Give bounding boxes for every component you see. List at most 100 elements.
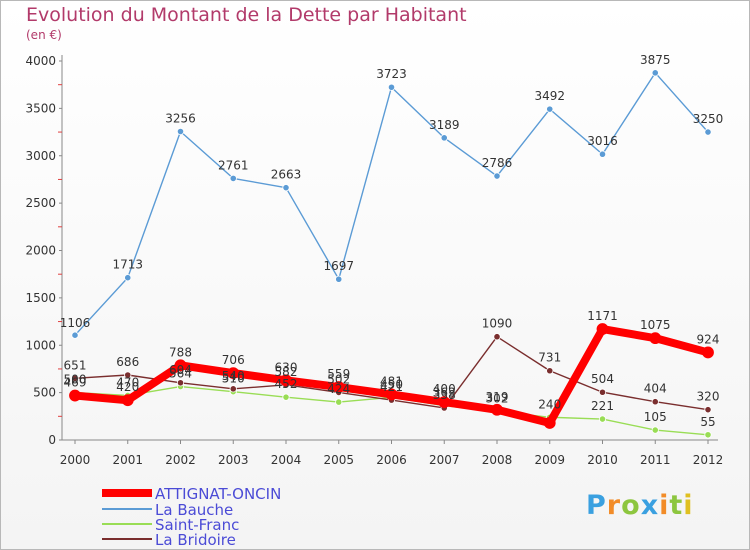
data-label: 500: [64, 373, 87, 387]
data-point: [385, 388, 398, 401]
data-label: 924: [697, 332, 720, 346]
data-label: 302: [486, 391, 509, 405]
data-label: 452: [275, 377, 298, 391]
data-label: 221: [591, 399, 614, 413]
x-tick-label: 2010: [587, 453, 618, 467]
data-label: 362: [433, 386, 456, 400]
data-point: [651, 426, 659, 434]
data-label: 470: [116, 375, 139, 389]
data-point: [440, 134, 448, 142]
data-label: 504: [591, 372, 614, 386]
data-label: 338: [433, 388, 456, 402]
data-point: [546, 105, 554, 113]
data-point: [598, 388, 607, 396]
x-tick-label: 2012: [693, 453, 724, 467]
data-point: [493, 333, 501, 341]
legend-swatch: [102, 508, 152, 510]
data-label: 582: [275, 365, 298, 379]
y-tick-label: 0: [48, 433, 56, 447]
data-label: 3250: [693, 112, 724, 126]
data-label: 424: [327, 382, 350, 396]
data-point: [596, 323, 609, 335]
data-point: [438, 396, 451, 409]
legend-swatch: [102, 523, 152, 525]
y-tick-label: 1500: [25, 291, 56, 305]
data-point: [282, 393, 290, 401]
data-label: 1106: [60, 316, 91, 330]
y-tick-label: 2000: [25, 244, 56, 258]
x-tick-label: 2002: [165, 453, 196, 467]
data-point: [227, 367, 240, 380]
data-point: [69, 389, 81, 402]
data-point: [491, 403, 503, 416]
data-point: [280, 374, 292, 387]
legend-swatch: [102, 538, 152, 540]
data-point: [651, 398, 659, 406]
y-tick-label: 3000: [25, 149, 56, 163]
legend-label: ATTIGNAT-ONCIN: [155, 485, 282, 503]
y-tick-label: 1000: [25, 338, 56, 352]
data-point: [71, 331, 79, 339]
data-point: [176, 379, 185, 387]
data-label: 55: [700, 415, 715, 429]
y-tick-label: 4000: [25, 54, 56, 68]
data-label: 319: [486, 390, 509, 404]
data-label: 2663: [271, 168, 302, 182]
data-label: 2786: [482, 156, 513, 170]
data-point: [282, 184, 290, 192]
data-point: [598, 415, 607, 423]
legend-label: La Bauche: [155, 501, 234, 519]
data-label: 630: [275, 360, 298, 374]
data-point: [174, 359, 187, 372]
data-label: 3016: [587, 134, 618, 148]
data-label: 105: [644, 410, 667, 424]
data-point: [598, 150, 607, 158]
data-point: [121, 394, 134, 407]
y-tick-label: 3500: [25, 101, 56, 115]
data-label: 1171: [587, 309, 618, 323]
data-point: [335, 275, 343, 283]
data-point: [543, 417, 556, 429]
data-point: [702, 346, 714, 359]
data-label: 3875: [640, 53, 671, 67]
data-label: 400: [433, 382, 456, 396]
data-point: [649, 332, 662, 345]
x-tick-label: 2000: [60, 453, 91, 467]
x-tick-label: 2008: [482, 453, 513, 467]
data-label: 540: [222, 369, 245, 383]
data-point: [704, 431, 712, 439]
data-label: 1090: [482, 317, 513, 331]
data-label: 3256: [165, 111, 196, 125]
x-tick-label: 2007: [429, 453, 460, 467]
data-label: 420: [116, 380, 139, 394]
data-label: 1713: [112, 258, 143, 272]
data-label: 1697: [323, 259, 354, 273]
data-point: [332, 381, 345, 393]
data-point: [493, 172, 501, 180]
data-label: 559: [327, 367, 350, 381]
x-tick-label: 2006: [376, 453, 407, 467]
data-point: [335, 398, 343, 406]
legend-swatch: [102, 489, 152, 497]
data-label: 481: [380, 374, 403, 388]
proxiti-logo: Proxiti: [586, 490, 694, 521]
data-label: 788: [169, 345, 192, 359]
data-point: [704, 128, 712, 136]
data-point: [651, 69, 659, 77]
data-label: 564: [169, 367, 192, 381]
data-point: [229, 174, 237, 182]
y-tick-label: 500: [33, 386, 56, 400]
x-tick-label: 2005: [323, 453, 354, 467]
data-label: 604: [169, 363, 192, 377]
data-label: 1075: [640, 318, 671, 332]
data-label: 404: [644, 382, 667, 396]
data-point: [124, 371, 132, 379]
x-tick-label: 2004: [271, 453, 302, 467]
x-tick-label: 2003: [218, 453, 249, 467]
data-label: 320: [697, 390, 720, 404]
data-point: [704, 406, 712, 414]
data-label: 3723: [376, 67, 407, 81]
data-label: 469: [64, 376, 87, 390]
